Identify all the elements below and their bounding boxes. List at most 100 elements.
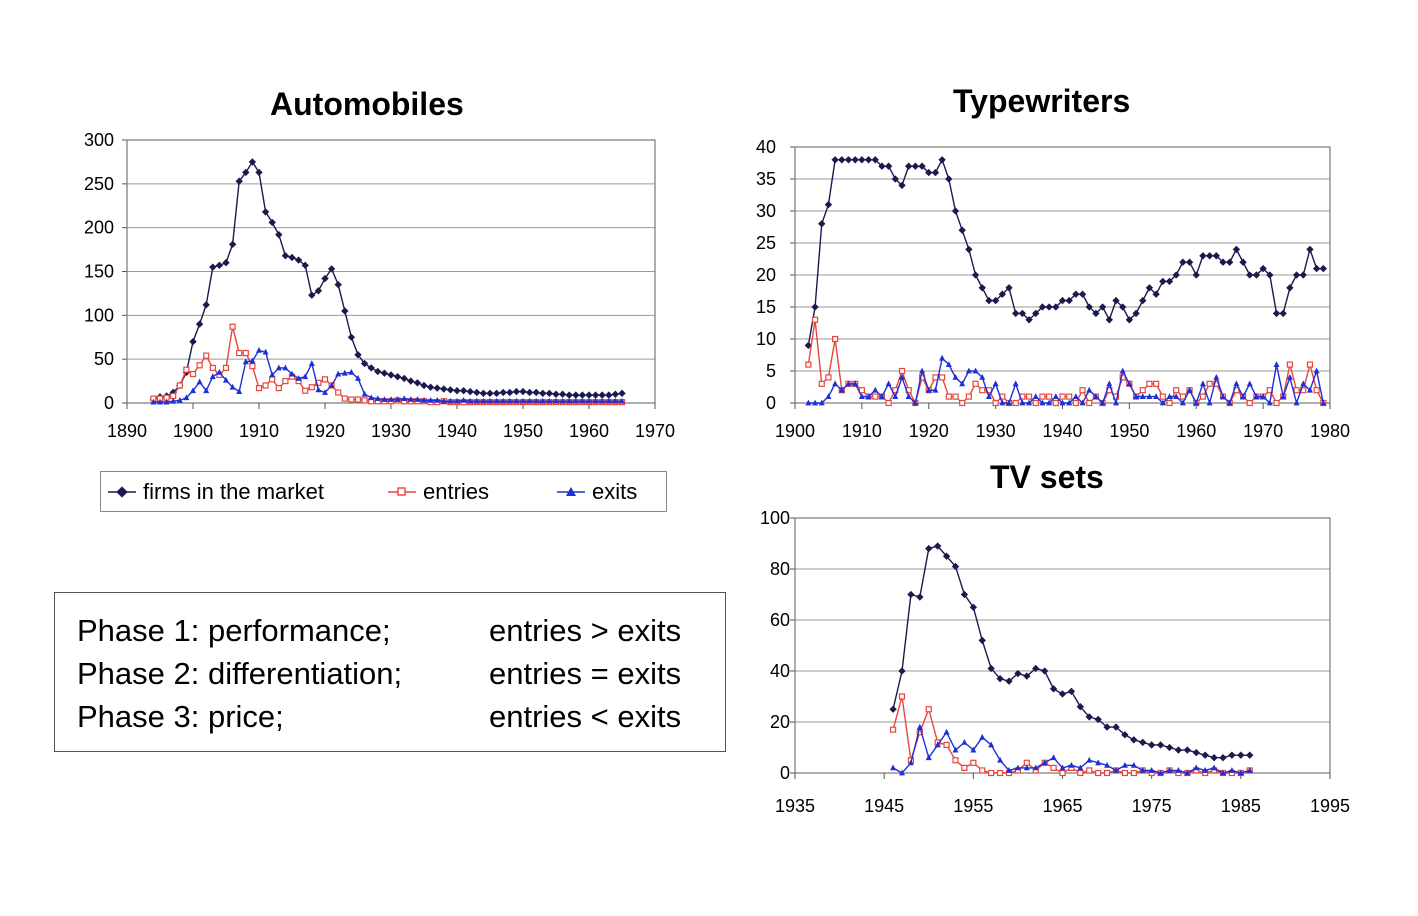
point-firms	[1005, 677, 1013, 685]
point-firms	[393, 373, 402, 381]
point-exits	[1266, 399, 1273, 406]
point-firms	[453, 387, 461, 395]
y-tick-label: 0	[780, 763, 790, 783]
point-exits	[374, 395, 381, 402]
point-exits	[421, 396, 427, 403]
point-exits	[539, 397, 546, 404]
point-firms	[215, 261, 224, 270]
point-firms	[367, 364, 375, 372]
x-tick-label: 1995	[1310, 796, 1350, 816]
point-exits	[196, 378, 203, 385]
point-firms	[889, 705, 897, 713]
point-entries	[885, 399, 892, 407]
point-firms	[1032, 664, 1040, 673]
point-firms	[433, 384, 441, 392]
point-firms	[1045, 303, 1053, 311]
point-firms	[314, 287, 323, 295]
point-firms	[1076, 703, 1085, 711]
point-entries	[996, 769, 1004, 777]
point-firms	[1299, 271, 1307, 279]
point-entries	[1159, 393, 1166, 400]
point-exits	[919, 367, 926, 374]
point-firms	[864, 156, 873, 164]
point-firms	[228, 240, 237, 249]
point-exits	[308, 360, 315, 366]
point-firms	[951, 562, 960, 571]
point-exits	[1006, 767, 1012, 773]
point-firms	[1185, 258, 1194, 266]
point-exits	[934, 741, 941, 748]
point-entries	[1121, 769, 1129, 777]
point-entries	[1066, 393, 1073, 400]
point-exits	[447, 397, 454, 404]
point-firms	[958, 226, 966, 234]
point-firms	[811, 303, 819, 311]
point-entries	[1077, 769, 1084, 777]
x-tick-label: 1955	[953, 796, 993, 816]
point-firms	[413, 379, 422, 387]
point-exits	[1104, 761, 1111, 768]
point-firms	[871, 156, 879, 164]
point-exits	[1121, 761, 1128, 768]
point-firms	[1025, 316, 1033, 324]
point-firms	[1192, 748, 1200, 757]
point-firms	[911, 162, 920, 170]
point-firms	[440, 385, 448, 393]
point-exits	[1220, 769, 1226, 776]
x-tick-label: 1900	[173, 421, 213, 441]
point-exits	[1050, 754, 1057, 761]
x-tick-label: 1940	[1042, 421, 1082, 441]
point-exits	[943, 728, 950, 735]
point-exits	[1228, 767, 1235, 773]
point-firms	[891, 175, 899, 183]
point-exits	[289, 370, 295, 377]
x-tick-label: 1970	[1243, 421, 1283, 441]
phase-3-name: Phase 3: price;	[77, 699, 284, 734]
point-exits	[440, 397, 447, 404]
point-exits	[157, 398, 163, 405]
series-line-firms	[892, 545, 1250, 759]
point-entries	[825, 374, 832, 381]
point-firms	[618, 389, 626, 398]
x-tick-label: 1945	[864, 796, 904, 816]
point-entries	[170, 392, 177, 400]
point-exits	[1213, 374, 1220, 380]
point-exits	[242, 358, 249, 365]
point-exits	[467, 397, 474, 404]
point-entries	[1059, 393, 1066, 400]
point-firms	[898, 667, 906, 675]
point-entries	[354, 396, 362, 403]
point-firms	[281, 252, 290, 260]
point-exits	[506, 397, 513, 404]
legend-marker-entries	[388, 486, 416, 496]
series-line-firms	[807, 158, 1324, 346]
x-tick-label: 1950	[1109, 421, 1149, 441]
point-entries	[341, 395, 348, 402]
point-firms	[1094, 715, 1102, 724]
point-firms	[387, 371, 395, 379]
point-exits	[592, 397, 599, 404]
point-entries	[209, 364, 216, 372]
chart-title-automobiles: Automobiles	[270, 86, 464, 122]
point-exits	[1233, 380, 1240, 387]
point-entries	[1039, 393, 1046, 400]
point-firms	[1319, 264, 1327, 273]
point-entries	[236, 349, 243, 357]
point-firms	[1239, 258, 1247, 266]
point-firms	[960, 590, 969, 599]
point-exits	[1237, 769, 1244, 776]
point-entries	[1206, 380, 1213, 387]
point-firms	[985, 296, 993, 305]
point-firms	[1179, 258, 1187, 266]
point-firms	[301, 261, 309, 270]
x-tick-label: 1920	[909, 421, 949, 441]
point-firms	[1192, 271, 1200, 279]
point-exits	[988, 741, 995, 748]
point-exits	[1273, 361, 1280, 367]
point-exits	[500, 397, 507, 404]
point-firms	[261, 208, 270, 216]
point-firms	[565, 391, 573, 399]
x-tick-label: 1930	[371, 421, 411, 441]
plot-0: 0 50 100 150 200 250 300 1890 1900 1910 1920 1930 19…	[84, 130, 675, 441]
point-firms	[420, 381, 428, 390]
